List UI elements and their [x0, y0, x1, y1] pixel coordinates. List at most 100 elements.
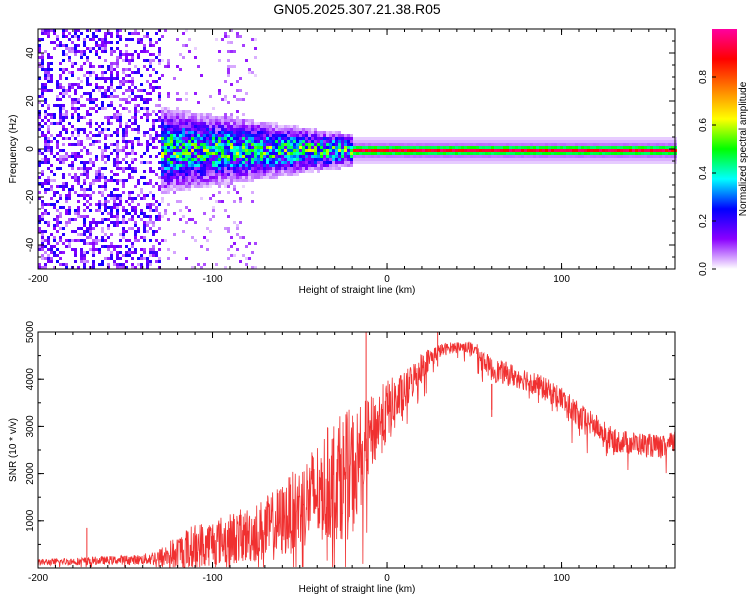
spectrogram-cell: [134, 230, 137, 233]
spectrogram-cell: [407, 140, 410, 143]
spectrogram-cell: [107, 212, 110, 215]
spectrogram-cell: [113, 173, 116, 176]
spectrogram-cell: [146, 194, 149, 197]
spectrogram-cell: [644, 152, 647, 155]
spectrogram-cell: [209, 125, 212, 128]
spectrogram-cell: [98, 170, 101, 173]
spectrogram-cell: [221, 152, 224, 155]
spectrogram-cell: [53, 116, 56, 119]
spectrogram-cell: [284, 143, 287, 146]
spectrogram-cell: [275, 122, 278, 125]
spectrogram-cell: [641, 155, 644, 158]
spectrogram-cell: [137, 131, 140, 134]
spectrogram-cell: [626, 143, 629, 146]
spectrogram-cell: [656, 146, 659, 149]
spectrogram-cell: [194, 170, 197, 173]
spectrogram-cell: [212, 209, 215, 212]
spectrogram-cell: [71, 101, 74, 104]
spectrogram-cell: [86, 59, 89, 62]
spectrogram-cell: [83, 191, 86, 194]
spectrogram-cell: [53, 227, 56, 230]
spectrogram-cell: [269, 122, 272, 125]
spectrogram-cell: [290, 140, 293, 143]
spectrogram-cell: [149, 218, 152, 221]
spectrogram-cell: [320, 146, 323, 149]
spectrogram-cell: [236, 122, 239, 125]
spectrogram-cell: [98, 251, 101, 254]
spectrogram-cell: [230, 176, 233, 179]
spectrogram-cell: [161, 215, 164, 218]
spectrogram-cell: [203, 128, 206, 131]
spectrogram-cell: [392, 137, 395, 140]
spectrogram-cell: [482, 158, 485, 161]
spectrogram-cell: [71, 113, 74, 116]
spectrogram-cell: [77, 155, 80, 158]
spectrogram-cell: [659, 149, 662, 152]
spectrogram-cell: [626, 137, 629, 140]
spectrogram-cell: [179, 110, 182, 113]
spectrogram-cell: [497, 143, 500, 146]
spectrogram-cell: [209, 137, 212, 140]
spectrogram-cell: [260, 152, 263, 155]
spectrogram-cell: [182, 140, 185, 143]
spectrogram-cell: [77, 215, 80, 218]
spectrogram-cell: [470, 155, 473, 158]
spectrogram-cell: [62, 71, 65, 74]
spectrogram-cell: [296, 143, 299, 146]
spectrogram-cell: [539, 146, 542, 149]
spectrogram-cell: [590, 146, 593, 149]
spectrogram-cell: [59, 236, 62, 239]
spectrogram-cell: [149, 134, 152, 137]
spectrogram-cell: [74, 35, 77, 38]
spectrogram-cell: [65, 53, 68, 56]
spectrogram-cell: [68, 239, 71, 242]
spectrogram-cell: [536, 143, 539, 146]
spectrogram-cell: [530, 140, 533, 143]
spectrogram-cell: [206, 128, 209, 131]
spectrogram-cell: [551, 155, 554, 158]
spectrogram-cell: [212, 149, 215, 152]
spectrogram-cell: [122, 107, 125, 110]
spectrogram-cell: [128, 191, 131, 194]
spectrogram-cell: [407, 152, 410, 155]
spectrogram-cell: [53, 41, 56, 44]
spectrogram-cell: [488, 143, 491, 146]
spectrogram-cell: [293, 146, 296, 149]
spectrogram-cell: [341, 134, 344, 137]
spectrogram-cell: [158, 134, 161, 137]
spectrogram-cell: [110, 245, 113, 248]
spectrogram-cell: [392, 143, 395, 146]
spectrogram-cell: [107, 263, 110, 266]
spectrogram-cell: [197, 113, 200, 116]
spectrogram-cell: [41, 68, 44, 71]
spectrogram-cell: [131, 161, 134, 164]
spectrogram-cell: [110, 134, 113, 137]
spectrogram-cell: [245, 179, 248, 182]
spectrogram-cell: [56, 35, 59, 38]
spectrogram-cell: [257, 158, 260, 161]
spectrogram-cell: [326, 149, 329, 152]
spectrogram-cell: [407, 161, 410, 164]
spectrogram-cell: [290, 146, 293, 149]
spectrogram-cell: [77, 266, 80, 269]
spectrogram-cell: [68, 197, 71, 200]
spectrogram-cell: [38, 125, 41, 128]
spectrogram-cell: [464, 152, 467, 155]
spectrogram-cell: [59, 212, 62, 215]
spectrogram-cell: [116, 116, 119, 119]
spectrogram-cell: [239, 98, 242, 101]
spectrogram-cell: [254, 143, 257, 146]
spectrogram-cell: [491, 143, 494, 146]
spectrogram-cell: [44, 209, 47, 212]
spectrogram-cell: [173, 122, 176, 125]
spectrogram-cell: [662, 149, 665, 152]
spectrogram-cell: [89, 221, 92, 224]
spectrogram-cell: [269, 173, 272, 176]
spectrogram-cell: [179, 68, 182, 71]
spectrogram-cell: [353, 152, 356, 155]
spectrogram-cell: [215, 128, 218, 131]
spectrogram-cell: [257, 149, 260, 152]
spectrogram-cell: [515, 149, 518, 152]
spectrogram-cell: [71, 230, 74, 233]
spectrogram-cell: [143, 236, 146, 239]
